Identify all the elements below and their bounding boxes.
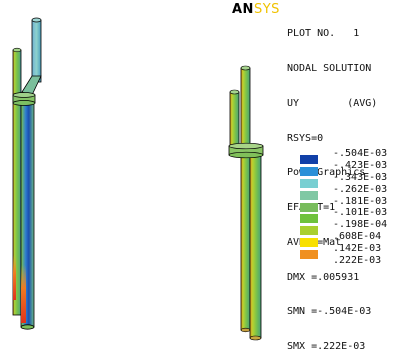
legend-swatch <box>300 250 318 260</box>
legend-swatch <box>300 190 318 200</box>
legend-row: .608E-04 <box>299 231 409 248</box>
left-column-assembly <box>12 17 42 330</box>
left-connector <box>12 75 42 106</box>
left-front-tube <box>20 94 35 330</box>
left-back-tube <box>12 47 22 316</box>
legend-row: -.423E-03 <box>299 160 409 176</box>
right-column-assembly <box>228 65 264 341</box>
right-top-tube <box>229 89 240 151</box>
legend-swatch <box>300 155 318 164</box>
legend-swatch <box>300 214 318 224</box>
rsys-value: RSYS=0 <box>287 132 324 144</box>
right-front-tube <box>249 149 262 341</box>
legend-swatch <box>300 238 318 248</box>
legend-row: -.181E-03 <box>299 196 409 212</box>
ansys-logo: ANSYS <box>232 2 280 17</box>
result-component: UY (AVG) <box>287 97 378 109</box>
contour-legend: -.504E-03 -.423E-03 -.343E-03 -.262E-03 … <box>299 148 409 267</box>
right-back-tube <box>240 65 251 333</box>
smn-value: SMN =-.504E-03 <box>287 306 372 318</box>
left-top-tube <box>31 17 42 83</box>
model-viewport[interactable] <box>0 0 410 343</box>
right-connector <box>228 142 264 159</box>
legend-row: .142E-03 <box>299 243 409 260</box>
legend-swatch <box>300 178 318 188</box>
legend-row: -.101E-03 <box>299 207 409 224</box>
legend-swatch <box>300 166 318 176</box>
legend-row: -.198E-04 <box>299 219 409 236</box>
solution-type: NODAL SOLUTION <box>287 62 372 74</box>
dmx-value: DMX =.005931 <box>287 271 360 283</box>
legend-row: -.504E-03 <box>299 148 409 164</box>
graphics-mode: PowerGraphics <box>287 167 366 179</box>
plot-number: PLOT NO. 1 <box>287 28 360 40</box>
legend-row: -.343E-03 <box>299 172 409 188</box>
legend-swatch <box>300 202 318 212</box>
legend-row: -.262E-03 <box>299 184 409 200</box>
legend-swatch <box>300 226 318 236</box>
legend-row: .222E-03 <box>333 255 382 267</box>
